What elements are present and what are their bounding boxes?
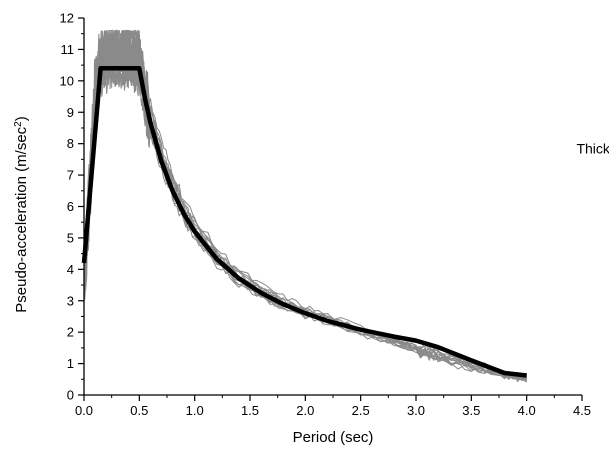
x-tick-label: 2.0 [296,403,314,418]
annotation-text: Thick line: EC8 [576,140,609,156]
x-tick-label: 0.0 [75,403,93,418]
annotations-group: Thick line: EC8 [576,140,609,156]
x-tick-label: 1.0 [186,403,204,418]
y-tick-label: 12 [60,11,74,26]
y-tick-label: 4 [67,262,74,277]
y-tick-label: 9 [67,105,74,120]
y-tick-label: 1 [67,356,74,371]
thin-series-line [83,28,527,380]
ticks-group: 0.0 0.5 1.0 1.5 2.0 2.5 3.0 3.5 4.0 4.50123456789… [60,11,592,419]
axes-group [83,18,582,396]
x-tick-label: 3.0 [407,403,425,418]
x-tick-label: 3.5 [462,403,480,418]
x-tick-label: 4.5 [573,403,591,418]
x-tick-label: 2.5 [352,403,370,418]
y-axis-label: Pseudo-acceleration (m/sec2) [13,116,31,312]
thin-series-line [83,33,527,381]
thin-series-line [83,30,527,380]
thin-series-group [83,28,528,383]
y-axis-label-superscript: 2 [13,121,24,127]
y-tick-label: 8 [67,136,74,151]
thin-series-line [83,29,527,379]
y-tick-label: 7 [67,168,74,183]
y-tick-label: 2 [67,325,74,340]
thin-series-line [83,30,527,381]
y-tick-label: 11 [61,42,75,57]
y-tick-label: 5 [67,230,74,245]
x-axis-label: Period (sec) [293,429,374,446]
thick-series-group [81,66,527,378]
y-tick-label: 0 [67,388,74,403]
x-tick-label: 4.0 [518,403,536,418]
x-tick-label: 0.5 [130,403,148,418]
thin-series-line [83,40,527,382]
y-tick-label: 6 [67,199,74,214]
thin-series-line [83,30,527,382]
thin-series-line [83,47,528,383]
thick-series-line [81,66,527,378]
x-tick-label: 1.5 [241,403,259,418]
y-tick-label: 3 [67,293,74,308]
y-tick-label: 10 [60,73,74,88]
thin-series-line [83,29,527,380]
thin-series-line [83,52,527,383]
thin-series-line [83,43,527,380]
thin-series-line [83,37,527,381]
thin-series-line [83,31,527,381]
